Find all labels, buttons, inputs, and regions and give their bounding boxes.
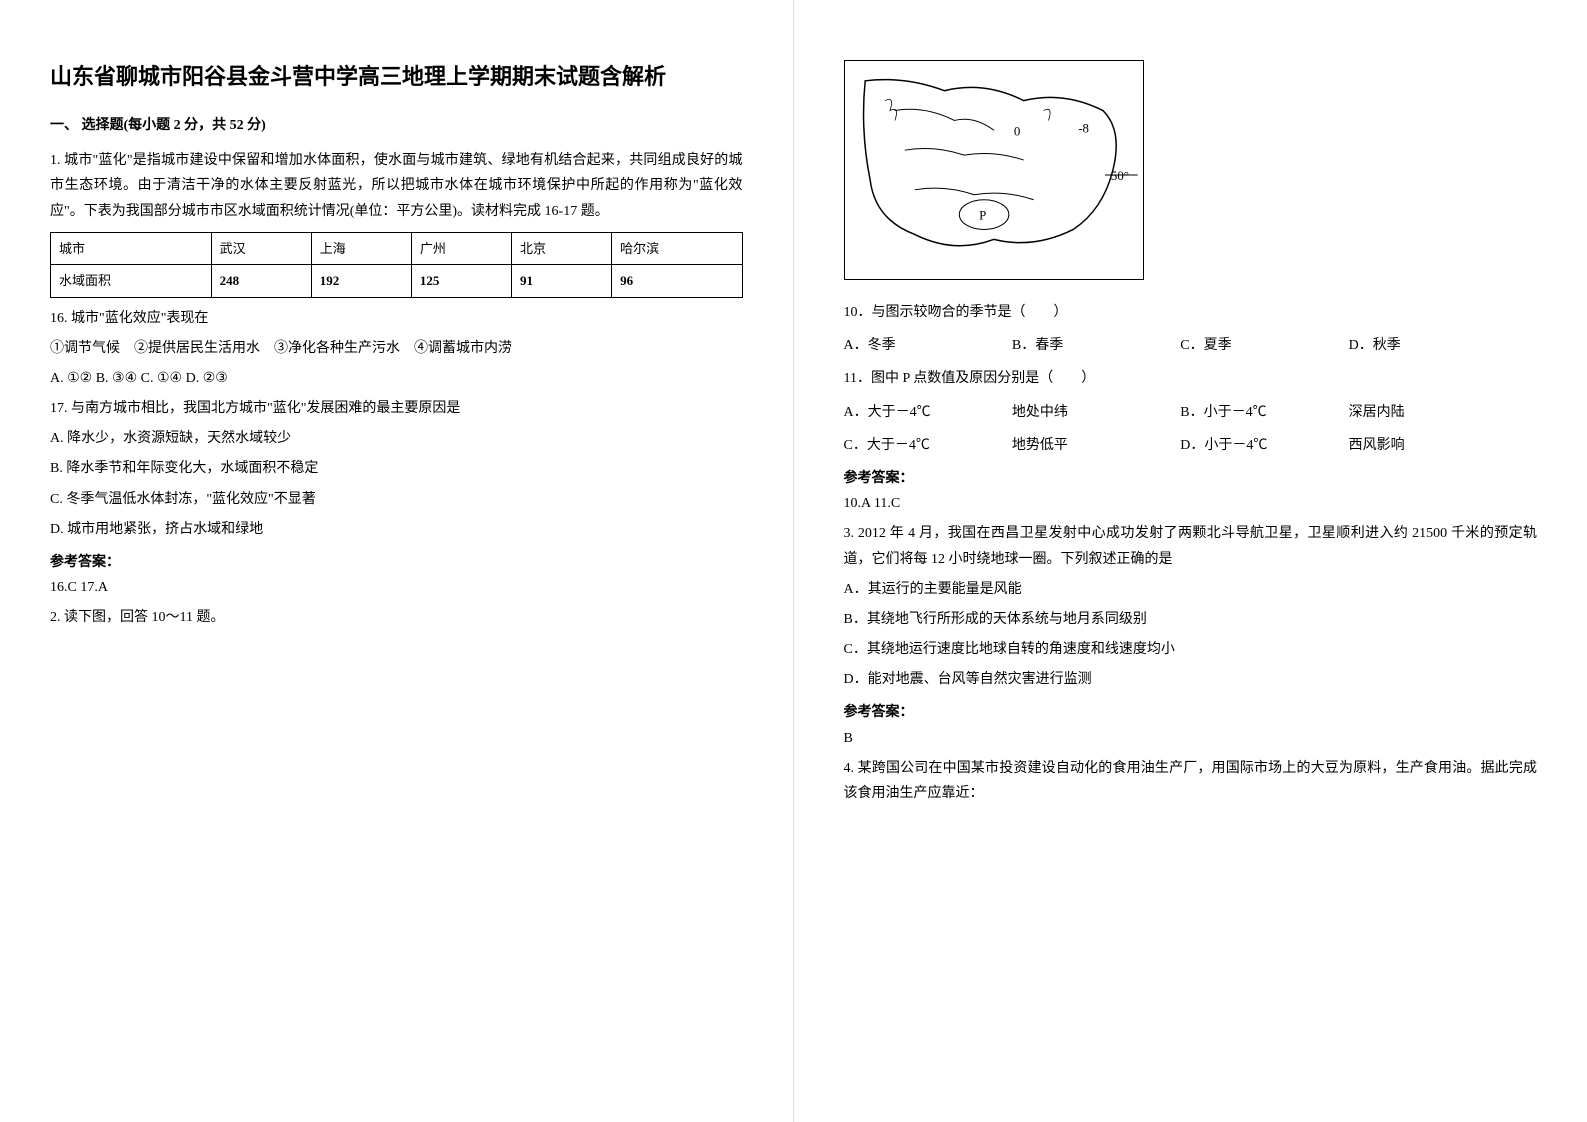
answer-label: 参考答案： (50, 550, 743, 575)
map-label-lat: 50° (1110, 169, 1128, 183)
q10-option-c: C．夏季 (1180, 333, 1348, 358)
q11-options-row1: A．大于－4℃ 地处中纬 B．小于－4℃ 深居内陆 (844, 400, 1538, 425)
q11-option-b2: 深居内陆 (1349, 400, 1517, 425)
map-outline (863, 80, 1116, 246)
map-label-zero: 0 (1013, 124, 1019, 138)
map-figure: 0 -8 50° P (844, 60, 1144, 280)
table-cell: 广州 (411, 232, 511, 264)
q3-option-c: C．其绕地运行速度比地球自转的角速度和线速度均小 (844, 637, 1538, 662)
map-svg: 0 -8 50° P (845, 61, 1143, 279)
q3-option-a: A．其运行的主要能量是风能 (844, 577, 1538, 602)
q16-options: ①调节气候 ②提供居民生活用水 ③净化各种生产污水 ④调蓄城市内涝 (50, 336, 743, 361)
isoline (904, 149, 1023, 161)
water-area-table: 城市 武汉 上海 广州 北京 哈尔滨 水域面积 248 192 125 91 9… (50, 232, 743, 298)
table-cell: 水域面积 (51, 265, 212, 297)
answer-label: 参考答案： (844, 700, 1538, 725)
map-detail (1043, 109, 1050, 120)
q11-option-a: A．大于－4℃ (844, 400, 1012, 425)
table-cell: 上海 (311, 232, 411, 264)
q17-option-d: D. 城市用地紧张，挤占水域和绿地 (50, 517, 743, 542)
q17-option-b: B. 降水季节和年际变化大，水域面积不稳定 (50, 456, 743, 481)
q11-option-d2: 西风影响 (1349, 433, 1517, 458)
q17-option-a: A. 降水少，水资源短缺，天然水域较少 (50, 426, 743, 451)
q16-choices: A. ①② B. ③④ C. ①④ D. ②③ (50, 366, 743, 391)
isoline (914, 188, 1033, 200)
q4-intro: 4. 某跨国公司在中国某市投资建设自动化的食用油生产厂，用国际市场上的大豆为原料… (844, 756, 1538, 806)
q2-intro: 2. 读下图，回答 10～11 题。 (50, 605, 743, 630)
q10-options: A．冬季 B．春季 C．夏季 D．秋季 (844, 333, 1538, 358)
q3-option-b: B．其绕地飞行所形成的天体系统与地月系同级别 (844, 607, 1538, 632)
q11-option-c2: 地势低平 (1012, 433, 1180, 458)
table-cell: 哈尔滨 (612, 232, 742, 264)
q3-option-d: D．能对地震、台风等自然灾害进行监测 (844, 667, 1538, 692)
q10-option-b: B．春季 (1012, 333, 1180, 358)
map-detail (885, 99, 897, 120)
map-label-p: P (979, 209, 986, 223)
document-title: 山东省聊城市阳谷县金斗营中学高三地理上学期期末试题含解析 (50, 60, 743, 93)
table-data-row: 水域面积 248 192 125 91 96 (51, 265, 743, 297)
table-cell: 96 (612, 265, 742, 297)
q10-stem: 10．与图示较吻合的季节是（ ） (844, 300, 1538, 325)
q11-option-a2: 地处中纬 (1012, 400, 1180, 425)
q10-option-a: A．冬季 (844, 333, 1012, 358)
table-cell: 248 (211, 265, 311, 297)
q3-answer: B (844, 726, 1538, 751)
q1-intro: 1. 城市"蓝化"是指城市建设中保留和增加水体面积，使水面与城市建筑、绿地有机结… (50, 148, 743, 224)
q11-option-c: C．大于－4℃ (844, 433, 1012, 458)
map-label-minus8: -8 (1078, 121, 1089, 135)
table-cell: 91 (511, 265, 611, 297)
table-cell: 125 (411, 265, 511, 297)
q1-answer: 16.C 17.A (50, 575, 743, 600)
table-cell: 北京 (511, 232, 611, 264)
q16-stem: 16. 城市"蓝化效应"表现在 (50, 306, 743, 331)
table-cell: 192 (311, 265, 411, 297)
answer-label: 参考答案： (844, 466, 1538, 491)
isoline (894, 109, 993, 130)
q3-intro: 3. 2012 年 4 月，我国在西昌卫星发射中心成功发射了两颗北斗导航卫星，卫… (844, 521, 1538, 571)
q2-answer: 10.A 11.C (844, 491, 1538, 516)
table-header-row: 城市 武汉 上海 广州 北京 哈尔滨 (51, 232, 743, 264)
q17-stem: 17. 与南方城市相比，我国北方城市"蓝化"发展困难的最主要原因是 (50, 396, 743, 421)
q11-stem: 11．图中 P 点数值及原因分别是（ ） (844, 366, 1538, 391)
q10-option-d: D．秋季 (1349, 333, 1517, 358)
table-cell: 武汉 (211, 232, 311, 264)
table-cell: 城市 (51, 232, 212, 264)
q11-options-row2: C．大于－4℃ 地势低平 D．小于－4℃ 西风影响 (844, 433, 1538, 458)
q11-option-d: D．小于－4℃ (1180, 433, 1348, 458)
q17-option-c: C. 冬季气温低水体封冻，"蓝化效应"不显著 (50, 487, 743, 512)
section-title: 一、 选择题(每小题 2 分，共 52 分) (50, 113, 743, 138)
q11-option-b: B．小于－4℃ (1180, 400, 1348, 425)
